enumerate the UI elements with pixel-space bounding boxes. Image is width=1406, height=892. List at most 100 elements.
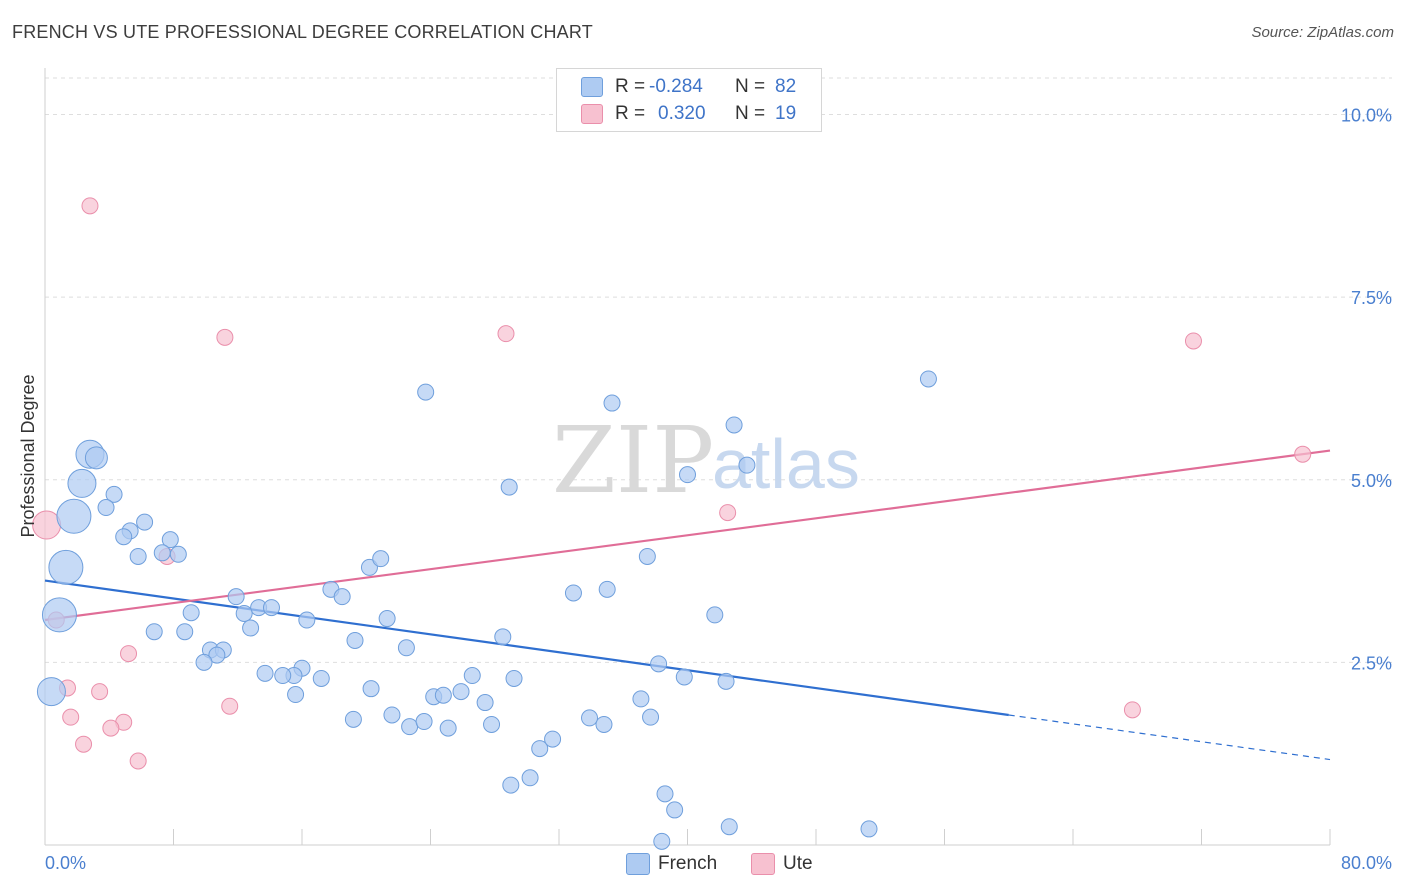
french-point xyxy=(67,468,97,498)
ute-point xyxy=(216,328,234,346)
french-point xyxy=(287,686,305,704)
french-point xyxy=(360,558,378,576)
y-tick-label: 2.5% xyxy=(1351,653,1392,673)
french-point xyxy=(717,672,735,690)
x-tick-label: 80.0% xyxy=(1341,853,1392,873)
french-point xyxy=(595,715,613,733)
french-point xyxy=(642,708,660,726)
french-swatch xyxy=(626,853,650,875)
y-tick-label: 7.5% xyxy=(1351,288,1392,308)
ute-point xyxy=(120,645,138,663)
french-point xyxy=(153,544,171,562)
french-point xyxy=(720,818,738,836)
french-point xyxy=(505,669,523,687)
ute-point xyxy=(75,735,93,753)
french-point xyxy=(48,549,84,585)
french-point xyxy=(372,550,390,568)
french-point xyxy=(136,513,154,531)
french-point xyxy=(439,719,457,737)
french-point xyxy=(242,619,260,637)
french-point xyxy=(312,669,330,687)
french-point xyxy=(500,478,518,496)
french-point xyxy=(675,668,693,686)
y-axis-title: Professional Degree xyxy=(18,374,38,537)
french-point xyxy=(333,588,351,606)
french-point xyxy=(653,832,671,850)
french-point xyxy=(41,597,77,633)
french-point xyxy=(129,547,147,565)
french-point xyxy=(494,628,512,646)
watermark-zip: ZIP xyxy=(552,407,714,514)
french-point xyxy=(105,485,123,503)
french-point xyxy=(383,706,401,724)
axes xyxy=(44,68,1331,846)
y-tick-label: 5.0% xyxy=(1351,471,1392,491)
gridlines xyxy=(45,77,1392,663)
french-point xyxy=(378,610,396,628)
r-label: R = xyxy=(615,76,646,97)
french-point xyxy=(298,611,316,629)
french-point xyxy=(169,545,187,563)
french-point xyxy=(679,466,696,484)
y-tick-label: 10.0% xyxy=(1341,106,1392,126)
french-point xyxy=(476,694,494,712)
x-tick-label: 0.0% xyxy=(45,853,86,873)
ute-point xyxy=(81,197,99,215)
ute-point xyxy=(221,697,239,715)
ute-point xyxy=(497,325,515,343)
french-point xyxy=(397,639,415,657)
ute-swatch xyxy=(751,853,775,875)
french-point xyxy=(182,604,200,622)
french-point xyxy=(738,456,756,474)
french-point xyxy=(417,383,435,401)
legend-item-french[interactable]: French xyxy=(626,852,736,876)
french-point xyxy=(434,686,452,704)
r-value: 0.320 xyxy=(658,103,706,124)
french-point xyxy=(650,655,668,673)
french-point xyxy=(176,623,194,641)
french-point xyxy=(344,710,362,728)
french-point xyxy=(262,599,280,617)
french-point xyxy=(36,677,66,707)
trend-lines xyxy=(44,449,1331,761)
french-trend-line xyxy=(44,579,1009,717)
french-point xyxy=(97,499,115,517)
french-point xyxy=(860,820,878,838)
watermark: ZIP atlas xyxy=(552,407,860,514)
n-label: N = xyxy=(735,76,766,97)
legend-label: Ute xyxy=(783,853,813,874)
data-points xyxy=(32,197,1312,850)
r-label: R = xyxy=(615,103,646,124)
french-point xyxy=(725,416,743,434)
ute-point xyxy=(1184,332,1202,350)
french-point xyxy=(919,370,937,388)
ute-point xyxy=(91,683,109,701)
ute-swatch xyxy=(581,104,603,124)
french-point xyxy=(521,769,539,787)
french-point xyxy=(56,498,92,534)
french-point xyxy=(452,683,470,701)
stats-legend: R = -0.284 N = 82 R = 0.320 N = 19 xyxy=(556,68,822,132)
source-label: Source: ZipAtlas.com xyxy=(1251,24,1394,41)
french-point xyxy=(581,709,599,727)
n-label: N = xyxy=(735,103,766,124)
french-point xyxy=(346,631,364,649)
french-point xyxy=(544,730,562,748)
chart-title: FRENCH VS UTE PROFESSIONAL DEGREE CORREL… xyxy=(12,22,593,42)
r-value: -0.284 xyxy=(649,76,703,97)
french-point xyxy=(666,801,684,819)
legend-label: French xyxy=(658,853,718,874)
french-point xyxy=(145,623,163,641)
french-point xyxy=(463,667,481,685)
french-point xyxy=(531,740,549,758)
legend-item-ute[interactable]: Ute xyxy=(751,852,831,876)
ute-trend-line xyxy=(44,449,1331,622)
french-point xyxy=(706,606,724,624)
n-value: 82 xyxy=(775,76,797,97)
french-point xyxy=(632,690,650,708)
ute-point xyxy=(719,504,737,522)
french-point xyxy=(656,785,674,803)
french-point xyxy=(598,580,616,598)
ute-point xyxy=(1123,701,1141,719)
